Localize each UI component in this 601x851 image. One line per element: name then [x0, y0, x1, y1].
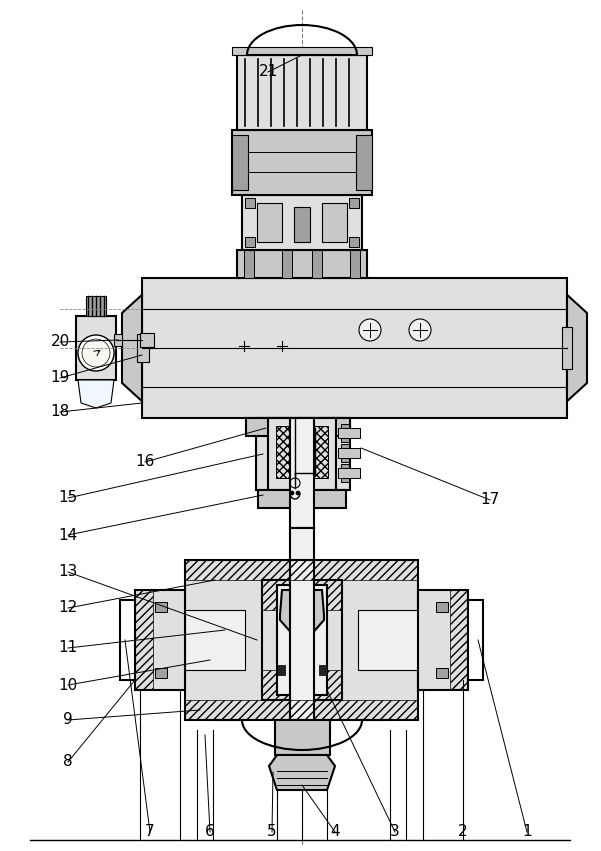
Bar: [120, 600, 135, 680]
Bar: [262, 580, 342, 700]
Text: 8: 8: [63, 755, 73, 769]
Bar: [268, 418, 336, 490]
Text: 1: 1: [522, 825, 532, 839]
Polygon shape: [280, 590, 324, 645]
Bar: [185, 560, 418, 580]
Polygon shape: [567, 294, 587, 401]
Bar: [290, 528, 314, 560]
Text: 20: 20: [50, 334, 70, 350]
Bar: [237, 55, 367, 130]
Bar: [137, 334, 149, 362]
Bar: [244, 250, 254, 278]
Bar: [322, 203, 347, 242]
Bar: [114, 334, 122, 346]
Bar: [142, 278, 567, 418]
Bar: [262, 580, 342, 610]
Bar: [350, 250, 360, 278]
Bar: [135, 590, 185, 690]
Text: 5: 5: [267, 825, 277, 839]
Text: 21: 21: [258, 65, 278, 79]
Bar: [349, 198, 359, 208]
Polygon shape: [122, 294, 142, 401]
Circle shape: [290, 491, 294, 495]
Bar: [86, 296, 106, 316]
Bar: [140, 333, 154, 347]
Bar: [258, 490, 346, 508]
Text: 14: 14: [58, 528, 78, 542]
Text: 4: 4: [330, 825, 340, 839]
Text: 6: 6: [205, 825, 215, 839]
Bar: [232, 130, 372, 195]
Bar: [436, 602, 448, 612]
Bar: [290, 560, 314, 720]
Bar: [562, 327, 572, 369]
Bar: [135, 590, 153, 690]
Bar: [245, 237, 255, 247]
Bar: [341, 424, 349, 428]
Bar: [341, 458, 349, 462]
Bar: [341, 464, 349, 468]
Bar: [341, 438, 349, 442]
Bar: [257, 203, 282, 242]
Bar: [450, 590, 468, 690]
Bar: [185, 560, 418, 720]
Bar: [349, 237, 359, 247]
Bar: [155, 668, 167, 678]
Bar: [237, 250, 367, 278]
Bar: [358, 610, 418, 670]
Bar: [282, 250, 292, 278]
Bar: [277, 585, 327, 695]
Bar: [76, 316, 116, 380]
Text: 12: 12: [58, 601, 78, 615]
Bar: [418, 590, 468, 690]
Text: 16: 16: [135, 454, 154, 470]
Bar: [245, 198, 255, 208]
Bar: [275, 720, 330, 755]
Bar: [262, 670, 342, 700]
Bar: [312, 250, 322, 278]
Bar: [246, 418, 350, 436]
Bar: [319, 665, 327, 675]
Text: 10: 10: [58, 677, 78, 693]
Bar: [322, 418, 350, 490]
Bar: [436, 668, 448, 678]
Bar: [356, 135, 372, 190]
Bar: [242, 195, 362, 250]
Bar: [290, 418, 314, 528]
Text: 9: 9: [63, 712, 73, 728]
Bar: [338, 468, 360, 478]
Bar: [256, 418, 284, 490]
Bar: [276, 426, 328, 478]
Text: 19: 19: [50, 370, 70, 386]
Bar: [294, 207, 310, 242]
Text: 7: 7: [145, 825, 155, 839]
Text: 18: 18: [50, 404, 70, 420]
Text: 13: 13: [58, 564, 78, 580]
Polygon shape: [78, 380, 114, 408]
Bar: [232, 47, 372, 55]
Text: 17: 17: [480, 493, 499, 507]
Bar: [232, 135, 248, 190]
Bar: [338, 428, 360, 438]
Polygon shape: [269, 755, 335, 790]
Bar: [468, 600, 483, 680]
Circle shape: [409, 319, 431, 341]
Bar: [341, 444, 349, 448]
Bar: [185, 610, 245, 670]
Circle shape: [78, 335, 114, 371]
Circle shape: [82, 339, 110, 367]
Text: 15: 15: [58, 490, 78, 505]
Bar: [155, 602, 167, 612]
Bar: [341, 478, 349, 482]
Bar: [185, 700, 418, 720]
Text: 11: 11: [58, 641, 78, 655]
Text: 3: 3: [390, 825, 400, 839]
Circle shape: [296, 491, 300, 495]
Bar: [277, 665, 285, 675]
Bar: [338, 448, 360, 458]
Circle shape: [359, 319, 381, 341]
Text: 2: 2: [458, 825, 468, 839]
